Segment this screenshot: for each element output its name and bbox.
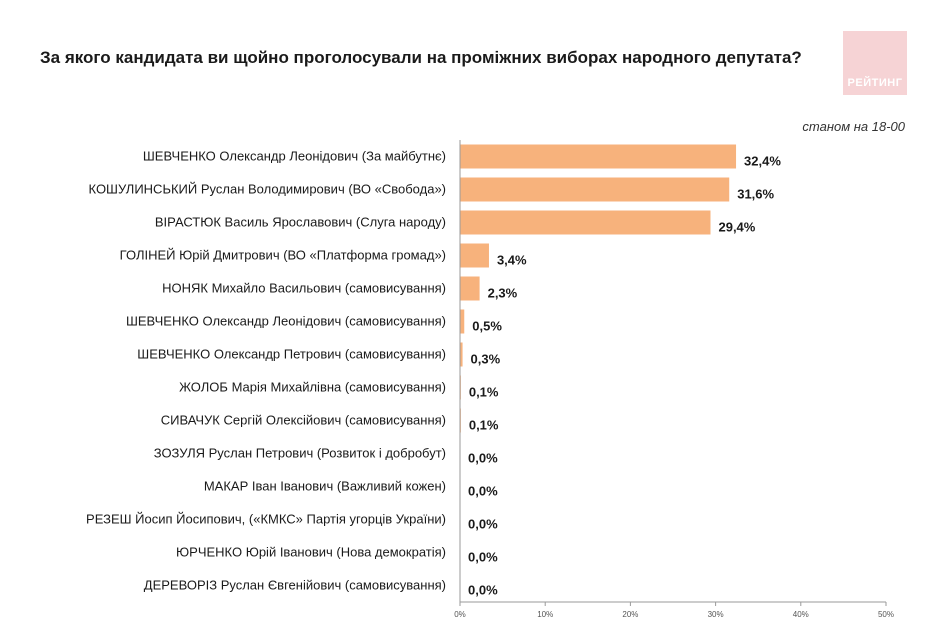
category-label: ЖОЛОБ Марія Михайлівна (самовисування) [179,380,446,395]
category-label: НОНЯК Михайло Васильович (самовисування) [162,281,446,296]
x-tick-label: 20% [622,610,638,619]
value-label: 0,0% [468,583,498,598]
value-label: 0,0% [468,517,498,532]
rating-logo: РЕЙТИНГ [843,31,907,95]
category-label: ШЕВЧЕНКО Олександр Леонідович (самовисув… [126,314,446,329]
logo-text: РЕЙТИНГ [847,77,903,89]
bar [460,342,463,367]
value-label: 3,4% [497,253,527,268]
value-label: 32,4% [744,154,781,169]
category-label: ШЕВЧЕНКО Олександр Петрович (самовисуван… [137,347,446,362]
category-label: ШЕВЧЕНКО Олександр Леонідович (За майбут… [143,149,446,164]
bar [460,177,730,202]
x-tick-label: 50% [878,610,894,619]
value-label: 0,5% [472,319,502,334]
value-label: 29,4% [718,220,755,235]
bar [460,210,711,235]
category-label: ЮРЧЕНКО Юрій Іванович (Нова демократія) [176,545,446,560]
category-label: ДЕРЕВОРІЗ Руслан Євгенійович (самовисува… [144,578,446,593]
category-label: МАКАР Іван Іванович (Важливий кожен) [204,479,446,494]
bar [460,276,480,301]
category-label: РЕЗЕШ Йосип Йосипович, («КМКС» Партія уг… [86,512,446,527]
value-label: 2,3% [488,286,518,301]
category-label: ЗОЗУЛЯ Руслан Петрович (Розвиток і добро… [154,446,446,461]
bar [460,243,489,268]
chart-subtitle: станом на 18-00 [802,119,905,134]
category-label: ВІРАСТЮК Василь Ярославович (Слуга народ… [155,215,446,230]
value-label: 0,1% [469,418,499,433]
x-tick-label: 0% [454,610,466,619]
value-label: 0,0% [468,451,498,466]
category-label: СИВАЧУК Сергій Олексійович (самовисуванн… [161,413,446,428]
value-label: 0,1% [469,385,499,400]
value-label: 31,6% [737,187,774,202]
x-tick-label: 30% [708,610,724,619]
value-label: 0,0% [468,484,498,499]
value-label: 0,3% [471,352,501,367]
x-tick-label: 40% [793,610,809,619]
value-label: 0,0% [468,550,498,565]
chart-title: За якого кандидата ви щойно проголосувал… [40,48,802,67]
x-tick-label: 10% [537,610,553,619]
bar [460,144,737,169]
category-label: КОШУЛИНСЬКИЙ Руслан Володимирович (ВО «С… [89,182,446,197]
bar [460,309,465,334]
category-label: ГОЛІНЕЙ Юрій Дмитрович (ВО «Платформа гр… [120,248,446,263]
